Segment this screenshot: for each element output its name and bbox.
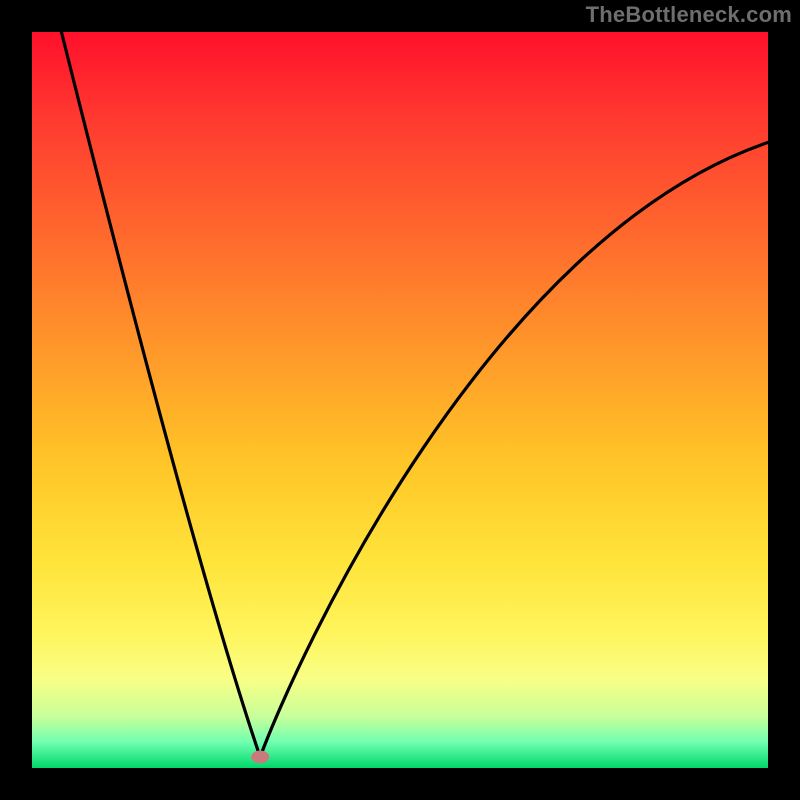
optimal-point-marker bbox=[251, 750, 269, 763]
chart-svg bbox=[0, 0, 800, 800]
bottleneck-chart: TheBottleneck.com bbox=[0, 0, 800, 800]
watermark-text: TheBottleneck.com bbox=[586, 2, 792, 28]
plot-background bbox=[32, 32, 768, 768]
